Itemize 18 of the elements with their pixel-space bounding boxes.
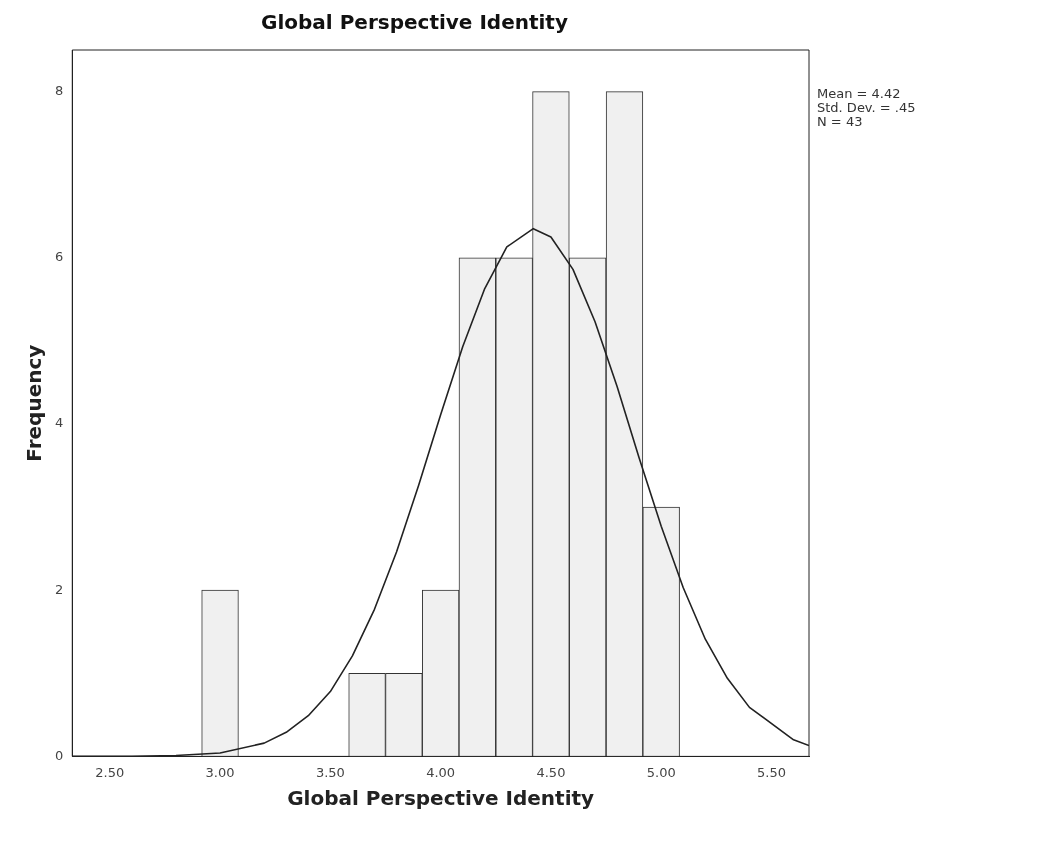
text: Std. Dev. = .45 <box>817 99 916 115</box>
text: Mean = 4.42 <box>817 85 901 101</box>
text: N = 43 <box>817 113 863 129</box>
y-tick-label: 2 <box>54 581 64 597</box>
x-tick-label: 3.00 <box>205 764 235 780</box>
x-axis-title: Global Perspective Identity <box>287 786 595 811</box>
x-tick-label: 2.50 <box>95 764 125 780</box>
y-axis-title: Frequency <box>22 344 47 462</box>
x-tick-label: 3.50 <box>315 764 345 780</box>
x-tick-label: 4.00 <box>426 764 456 780</box>
y-tick-label: 6 <box>54 249 64 265</box>
y-tick-label: 4 <box>54 415 64 431</box>
x-tick-label: 5.00 <box>646 764 676 780</box>
chart-title: Global Perspective Identity <box>261 10 568 35</box>
x-tick-label: 5.50 <box>757 764 786 780</box>
y-tick-label: 8 <box>54 82 64 98</box>
y-tick-label: 0 <box>54 747 64 763</box>
x-tick-label: 4.50 <box>536 764 566 780</box>
